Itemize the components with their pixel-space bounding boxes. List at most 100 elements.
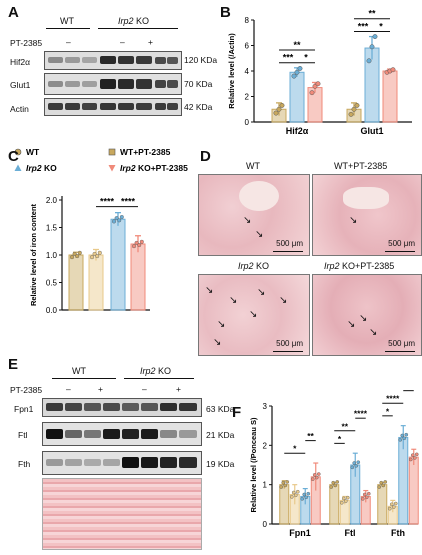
image-title: WT: [246, 161, 260, 171]
blot-band: [46, 429, 63, 439]
data-point: [75, 254, 80, 259]
blot-band: [167, 80, 178, 88]
blot-band: [84, 430, 101, 438]
data-point: [283, 483, 288, 488]
y-tick-label: 2: [263, 441, 268, 450]
scale-bar: [273, 350, 303, 352]
data-point: [362, 492, 367, 497]
data-point: [97, 250, 102, 255]
bar: [329, 484, 340, 525]
y-axis-label: Relative level (/Ponceau S): [249, 417, 258, 513]
blot-band: [65, 403, 82, 411]
group-label-ko: Irp2 KO: [140, 366, 171, 376]
blot-band: [84, 403, 101, 411]
treatment-mark: –: [120, 37, 125, 47]
blot-band: [82, 57, 97, 63]
ko-suffix: KO: [155, 366, 172, 376]
blot-band: [48, 81, 63, 87]
treatment-mark: –: [142, 384, 147, 394]
data-point: [119, 215, 124, 220]
significance-label: **: [341, 421, 348, 431]
significance-label: ***: [283, 53, 294, 63]
blot-band: [160, 430, 177, 438]
treatment-label: PT-2385: [10, 385, 43, 395]
blot-band: [167, 103, 178, 110]
blot-band: [82, 81, 97, 87]
data-point: [414, 452, 419, 457]
scale-text: 500 μm: [276, 339, 303, 348]
data-point: [354, 102, 360, 108]
treatment-mark: +: [176, 384, 181, 394]
legend-marker: [14, 164, 22, 171]
data-point: [291, 73, 297, 79]
panel-a: A WT Irp2 KO PT-2385 – – + Hif2α 120 KDa…: [0, 0, 217, 125]
significance-label: ****: [100, 197, 115, 207]
blot-band: [141, 457, 158, 468]
significance-label: *: [386, 406, 390, 416]
bar: [382, 70, 398, 123]
iron-marker-arrow: ↘: [213, 337, 222, 348]
iron-marker-arrow: ↘: [359, 313, 368, 324]
iron-marker-arrow: ↘: [249, 309, 258, 320]
y-tick-label: 8: [245, 16, 250, 25]
blot-band: [122, 429, 139, 439]
blot-band: [46, 403, 63, 411]
significance-label: *: [293, 444, 297, 454]
iron-marker-arrow: ↘: [257, 287, 266, 298]
blot-band: [160, 403, 177, 411]
blot-band: [103, 429, 120, 439]
x-tick-label: Fpn1: [289, 528, 311, 538]
blot-band: [155, 57, 166, 64]
significance-label: ****: [354, 409, 368, 419]
blot-band: [48, 103, 63, 110]
bar: [408, 456, 419, 525]
y-tick-label: 1: [263, 481, 268, 490]
data-point: [117, 218, 122, 223]
data-point: [354, 463, 359, 468]
legend-label: WT+PT-2385: [120, 147, 171, 157]
data-point: [310, 477, 315, 481]
bar: [279, 484, 290, 525]
data-point: [372, 34, 378, 40]
data-point: [335, 480, 340, 484]
data-point: [350, 465, 355, 470]
y-tick-label: 3: [263, 402, 268, 411]
blot-band: [118, 103, 134, 110]
blot-band: [136, 79, 152, 89]
blot-band: [155, 80, 166, 88]
scale-bar: [273, 250, 303, 252]
data-point: [273, 110, 279, 116]
data-point: [364, 495, 369, 500]
y-axis-label: Relative level of iron content: [29, 203, 38, 306]
blot-band: [141, 429, 158, 439]
blot-row-label: Actin: [10, 104, 29, 114]
blot-row-label: Fth: [18, 459, 31, 469]
treatment-label: PT-2385: [10, 38, 43, 48]
data-point: [309, 90, 315, 96]
significance-label: ****: [386, 394, 400, 404]
data-point: [316, 472, 321, 476]
blot-band: [100, 56, 116, 64]
data-point: [72, 251, 77, 256]
bar: [110, 218, 126, 311]
blot-band: [100, 103, 116, 110]
data-point: [281, 480, 286, 485]
data-point: [391, 505, 396, 509]
blot-band: [84, 459, 101, 466]
blot-row-label: Fpn1: [14, 404, 34, 414]
blot-band: [122, 457, 139, 468]
blot-band: [179, 430, 197, 438]
data-point: [294, 69, 300, 75]
data-point: [285, 480, 290, 484]
bar: [289, 71, 305, 123]
blot-band: [179, 457, 197, 468]
data-point: [279, 102, 285, 108]
blot-strip-fpn1: [42, 398, 202, 417]
data-point: [356, 460, 361, 465]
data-point: [410, 453, 415, 457]
iron-marker-arrow: ↘: [279, 295, 288, 306]
iron-marker-arrow: ↘: [205, 285, 214, 296]
iron-marker-arrow: ↘: [369, 327, 378, 338]
gene-name: Irp2: [140, 366, 156, 376]
group-underline-wt: [46, 28, 90, 29]
